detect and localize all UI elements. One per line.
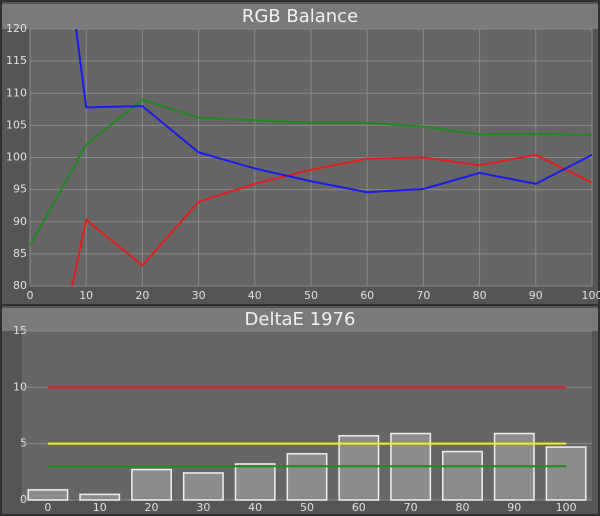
- x-tick-label: 50: [300, 501, 314, 514]
- y-tick-label: 95: [13, 183, 27, 196]
- x-tick-label: 10: [93, 501, 107, 514]
- y-tick-label: 80: [13, 279, 27, 292]
- data-line: [71, 153, 592, 286]
- title-band: [2, 308, 598, 331]
- y-tick-label: 15: [13, 324, 27, 337]
- x-tick-label: 20: [145, 501, 159, 514]
- x-tick-label: 70: [416, 289, 430, 302]
- x-tick-label: 100: [556, 501, 577, 514]
- bar: [545, 446, 587, 501]
- x-tick-label: 60: [352, 501, 366, 514]
- bar: [234, 463, 276, 501]
- y-tick-label: 105: [6, 118, 27, 131]
- y-tick-label: 100: [6, 151, 27, 164]
- y-tick-label: 115: [6, 54, 27, 67]
- data-line: [30, 98, 592, 247]
- y-tick-label: 85: [13, 247, 27, 260]
- bar: [338, 435, 380, 501]
- y-tick-label: 90: [13, 215, 27, 228]
- x-tick-label: 40: [248, 501, 262, 514]
- bar: [79, 493, 121, 501]
- x-tick-label: 90: [507, 501, 521, 514]
- x-tick-label: 90: [529, 289, 543, 302]
- chart-title: RGB Balance: [242, 6, 358, 27]
- x-tick-label: 70: [404, 501, 418, 514]
- x-tick-label: 0: [44, 501, 51, 514]
- x-tick-label: 10: [79, 289, 93, 302]
- title-band: [2, 4, 598, 29]
- x-tick-label: 50: [304, 289, 318, 302]
- y-tick-label: 10: [13, 380, 27, 393]
- bar: [182, 472, 224, 501]
- x-tick-label: 30: [192, 289, 206, 302]
- bar: [286, 453, 328, 501]
- x-tick-label: 100: [582, 289, 600, 302]
- bar: [442, 450, 483, 501]
- x-tick-label: 80: [473, 289, 487, 302]
- x-tick-label: 0: [27, 289, 34, 302]
- x-tick-label: 60: [360, 289, 374, 302]
- bar: [27, 489, 69, 501]
- x-tick-label: 20: [135, 289, 149, 302]
- x-tick-label: 30: [196, 501, 210, 514]
- data-line: [75, 29, 592, 194]
- y-tick-label: 110: [6, 86, 27, 99]
- bar: [131, 468, 172, 501]
- x-tick-label: 80: [455, 501, 469, 514]
- y-tick-label: 120: [6, 22, 27, 35]
- chart-title: DeltaE 1976: [245, 309, 356, 330]
- x-tick-label: 40: [248, 289, 262, 302]
